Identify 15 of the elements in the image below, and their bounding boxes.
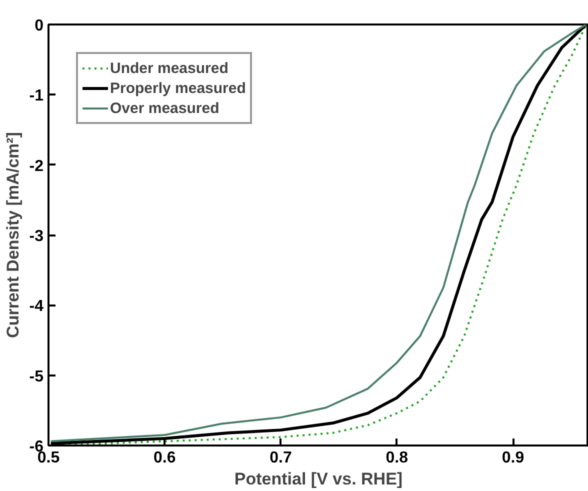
legend-label: Under measured: [110, 60, 228, 76]
x-tick-label: 0.8: [386, 450, 408, 466]
y-tick-label: -1: [29, 88, 44, 105]
y-axis-title: Current Density [mA/cm²]: [3, 132, 22, 338]
x-tick-label: 0.6: [154, 450, 176, 466]
x-tick-label: 0.9: [502, 450, 524, 466]
y-tick-label: 0: [34, 18, 44, 34]
y-tick-label: -5: [29, 368, 44, 386]
legend-label: Over measured: [110, 100, 220, 116]
y-tick-label: -2: [29, 158, 44, 175]
legend-label: Properly measured: [110, 80, 246, 96]
y-tick-label: -3: [29, 228, 44, 245]
y-tick-label: -4: [29, 298, 44, 316]
x-tick-label: 0.7: [270, 450, 292, 466]
x-axis-title: Potential [V vs. RHE]: [234, 470, 403, 488]
